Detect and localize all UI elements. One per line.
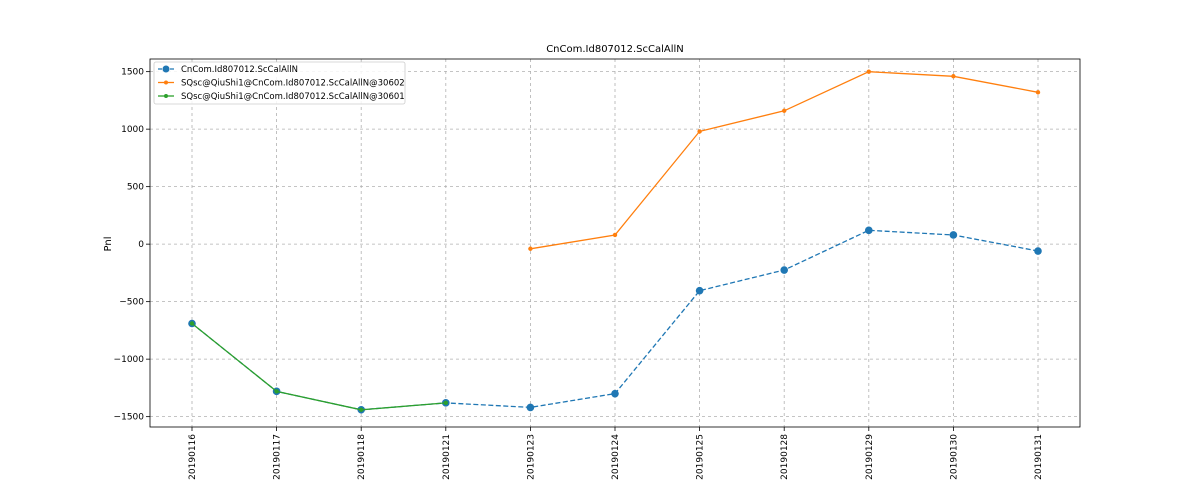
- legend-swatch-marker: [162, 65, 170, 73]
- y-tick-label: 500: [127, 183, 144, 193]
- series-layer: [188, 69, 1042, 414]
- y-tick-label: −500: [119, 298, 144, 308]
- data-point: [695, 286, 704, 295]
- data-point: [949, 231, 958, 239]
- legend-box: [153, 61, 406, 105]
- data-point: [612, 232, 618, 238]
- gridlines: [150, 59, 1080, 427]
- x-tick-label: 20190131: [1034, 434, 1044, 480]
- x-tick-label: 20190129: [865, 434, 875, 480]
- legend-label: CnCom.Id807012.ScCalAllN: [181, 65, 298, 75]
- legend-swatch-marker: [164, 94, 168, 98]
- data-point: [359, 407, 364, 412]
- y-axis-label: Pnl: [103, 237, 114, 252]
- data-point: [189, 321, 195, 326]
- legend-label: SQsc@QiuShi1@CnCom.Id807012.ScCalAllN@30…: [181, 79, 405, 89]
- x-tick-label: 20190121: [442, 434, 452, 480]
- x-tick-label: 20190124: [611, 434, 621, 480]
- x-tick-label: 20190118: [357, 434, 367, 480]
- chart-title: CnCom.Id807012.ScCalAllN: [546, 44, 684, 55]
- x-tick-label: 20190117: [273, 434, 283, 480]
- x-tick-label: 20190130: [949, 434, 959, 480]
- series-line: [191, 322, 446, 411]
- data-point: [697, 129, 702, 134]
- series-group: [189, 321, 448, 412]
- data-point: [611, 389, 619, 398]
- y-tick-label: −1000: [114, 355, 145, 365]
- series-group: [528, 69, 1041, 251]
- data-point: [274, 389, 279, 394]
- y-tick-label: 0: [138, 240, 144, 250]
- data-point: [951, 74, 956, 79]
- data-point: [526, 403, 535, 412]
- x-tick-label: 20190123: [526, 434, 536, 480]
- data-point: [865, 226, 873, 235]
- data-point: [443, 400, 448, 406]
- y-axis: −1500 −1000 −500 0 500 1000 1500: [114, 68, 150, 423]
- x-tick-label: 20190116: [188, 434, 198, 480]
- data-point: [780, 266, 788, 274]
- x-tick-label: 20190125: [696, 434, 706, 480]
- data-point: [1035, 90, 1041, 95]
- data-point: [866, 69, 871, 74]
- data-point: [528, 246, 533, 251]
- x-axis: 20190116 20190117 20190118 20190121 20190123…: [188, 427, 1044, 480]
- y-tick-label: 1000: [121, 125, 144, 135]
- y-tick-label: −1500: [114, 413, 145, 423]
- y-tick-label: 1500: [121, 68, 144, 78]
- x-tick-label: 20190128: [780, 434, 790, 480]
- data-point: [1034, 247, 1042, 255]
- data-point: [782, 108, 787, 113]
- legend-label: SQsc@QiuShi1@CnCom.Id807012.ScCalAllN@30…: [181, 92, 405, 102]
- legend: CnCom.Id807012.ScCalAllN SQsc@QiuShi1@CnC…: [153, 61, 406, 105]
- legend-swatch-marker: [164, 80, 168, 85]
